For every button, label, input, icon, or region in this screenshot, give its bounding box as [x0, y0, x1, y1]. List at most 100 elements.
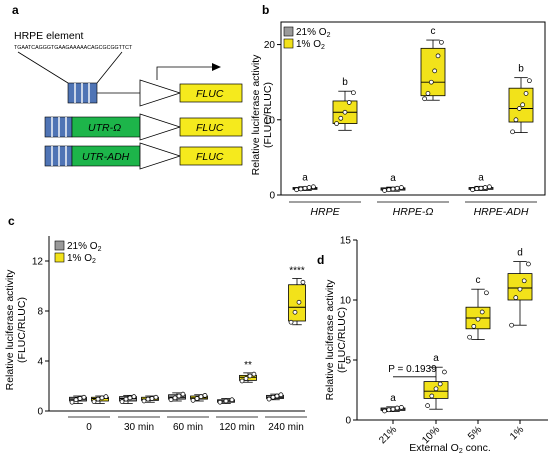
data-point — [342, 109, 348, 115]
box-group — [465, 288, 491, 341]
data-point — [239, 378, 245, 384]
significance-letter: c — [431, 26, 436, 37]
data-point — [141, 398, 147, 404]
x-category-label: HRPE — [310, 206, 340, 218]
y-axis-title-unit: (FLUC/RLUC) — [262, 82, 274, 148]
construct-utr-omega: UTR-Ω FLUC — [44, 113, 243, 141]
box-group — [292, 184, 318, 193]
data-point — [513, 295, 519, 300]
y-tick-label: 0 — [345, 416, 351, 427]
legend-swatch-normoxia — [283, 26, 294, 37]
hrpe-element-title: HRPE element — [14, 30, 84, 42]
box-group — [239, 371, 257, 384]
x-category-label: HRPE-Ω — [393, 206, 434, 218]
data-point — [523, 91, 529, 96]
panel-label-c: c — [8, 214, 15, 228]
data-point — [425, 91, 431, 96]
significance-marker: **** — [289, 266, 305, 277]
data-point — [223, 398, 229, 404]
data-point — [484, 290, 489, 296]
data-point — [266, 396, 272, 402]
data-point — [153, 394, 159, 400]
data-point — [382, 408, 387, 414]
fluc-label: FLUC — [196, 88, 224, 100]
data-point — [278, 392, 284, 398]
data-point — [168, 397, 174, 403]
utr-adh-label: UTR-ADH — [82, 151, 130, 163]
data-point — [294, 187, 299, 193]
data-point — [439, 39, 444, 45]
data-point — [390, 406, 396, 412]
data-point — [190, 398, 196, 403]
box — [507, 273, 533, 301]
box-group — [423, 366, 449, 410]
x-category-label: 5% — [466, 424, 484, 442]
data-point — [149, 396, 155, 401]
panel-label-d: d — [317, 253, 324, 267]
significance-letter: b — [518, 64, 524, 75]
data-point — [351, 90, 356, 96]
significance-letter: b — [342, 77, 348, 88]
y-axis-title-unit: (FLUC/RLUC) — [16, 297, 28, 363]
construct-utr-adh: UTR-ADH FLUC — [44, 142, 243, 170]
data-point — [251, 371, 257, 377]
callout-line-right — [96, 51, 123, 84]
data-point — [471, 324, 477, 329]
data-point — [176, 393, 182, 399]
legend-label-normoxia: 21% O2 — [67, 241, 102, 253]
data-point — [123, 396, 129, 402]
box-group — [69, 394, 87, 405]
data-point — [475, 316, 481, 322]
legend-swatch-hypoxia — [54, 252, 65, 263]
data-point — [520, 102, 526, 108]
y-tick-label: 4 — [37, 357, 43, 368]
y-tick-label: 0 — [37, 407, 43, 418]
data-point — [346, 100, 352, 105]
data-point — [81, 394, 87, 400]
panel-label-b: b — [262, 3, 269, 17]
legend-label-hypoxia: 1% O2 — [296, 39, 325, 51]
data-point — [428, 79, 434, 85]
significance-letter: a — [390, 393, 396, 404]
data-point — [292, 309, 298, 315]
legend-swatch-normoxia — [54, 240, 65, 251]
data-point — [487, 184, 492, 190]
data-point — [394, 405, 400, 411]
data-point — [521, 278, 527, 284]
data-point — [510, 129, 515, 135]
y-axis-title: Relative luciferase activity — [324, 279, 336, 401]
data-point — [194, 396, 200, 401]
data-point — [298, 186, 304, 192]
legend-swatch-hypoxia — [283, 38, 294, 49]
data-point — [386, 187, 392, 193]
box-group — [168, 391, 186, 403]
x-category-label: 21% — [377, 424, 399, 446]
box-group — [332, 90, 358, 131]
data-point — [127, 395, 133, 401]
x-axis-title: External O2 conc. — [409, 442, 491, 455]
box-group — [420, 39, 446, 102]
fluc-gene-block — [179, 117, 243, 137]
data-point — [302, 185, 308, 191]
data-point — [474, 186, 480, 191]
data-point — [435, 53, 441, 59]
data-point — [288, 319, 294, 325]
chart-panel-d: d Relative luciferase activity (FLUC/RLU… — [317, 236, 548, 455]
x-category-label: 1% — [508, 424, 526, 442]
y-axis-title-unit: (FLUC/RLUC) — [336, 307, 348, 373]
x-category-label: 240 min — [268, 422, 304, 433]
box-group — [266, 392, 284, 402]
data-point — [73, 397, 79, 403]
y-tick-label: 10 — [340, 296, 352, 307]
data-point — [103, 394, 109, 399]
box-group — [141, 394, 159, 404]
y-axis-title: Relative luciferase activity — [250, 54, 262, 176]
data-point — [306, 185, 312, 190]
box-group — [380, 185, 406, 193]
transcription-arrow-icon — [212, 63, 221, 71]
data-point — [526, 261, 531, 267]
data-point — [433, 386, 439, 392]
significance-letter: d — [517, 248, 523, 259]
box-group — [119, 394, 137, 404]
box-group — [508, 77, 534, 135]
